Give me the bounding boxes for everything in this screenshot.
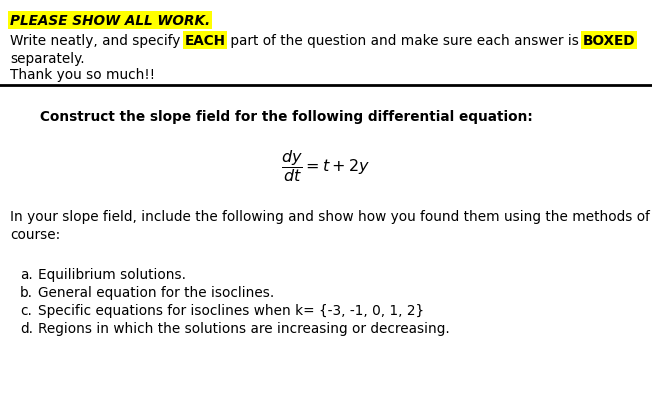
Text: Regions in which the solutions are increasing or decreasing.: Regions in which the solutions are incre… (38, 321, 450, 335)
Text: General equation for the isoclines.: General equation for the isoclines. (38, 285, 274, 299)
Text: In your slope field, include the following and show how you found them using the: In your slope field, include the followi… (10, 209, 652, 242)
Text: part of the question and make sure each answer is: part of the question and make sure each … (226, 34, 583, 48)
Text: d.: d. (20, 321, 33, 335)
Text: Construct the slope field for the following differential equation:: Construct the slope field for the follow… (40, 110, 533, 124)
Text: BOXED: BOXED (583, 34, 636, 48)
Text: c.: c. (20, 303, 32, 317)
Text: PLEASE SHOW ALL WORK.: PLEASE SHOW ALL WORK. (10, 14, 210, 28)
Text: Specific equations for isoclines when k= {-3, -1, 0, 1, 2}: Specific equations for isoclines when k=… (38, 303, 424, 317)
Text: Write neatly, and specify: Write neatly, and specify (10, 34, 185, 48)
Text: a.: a. (20, 267, 33, 281)
Text: Equilibrium solutions.: Equilibrium solutions. (38, 267, 186, 281)
Text: separately.: separately. (10, 52, 85, 66)
Text: EACH: EACH (185, 34, 226, 48)
Text: b.: b. (20, 285, 33, 299)
Text: $\dfrac{dy}{dt} = t + 2y$: $\dfrac{dy}{dt} = t + 2y$ (282, 148, 370, 183)
Text: Thank you so much!!: Thank you so much!! (10, 68, 155, 82)
